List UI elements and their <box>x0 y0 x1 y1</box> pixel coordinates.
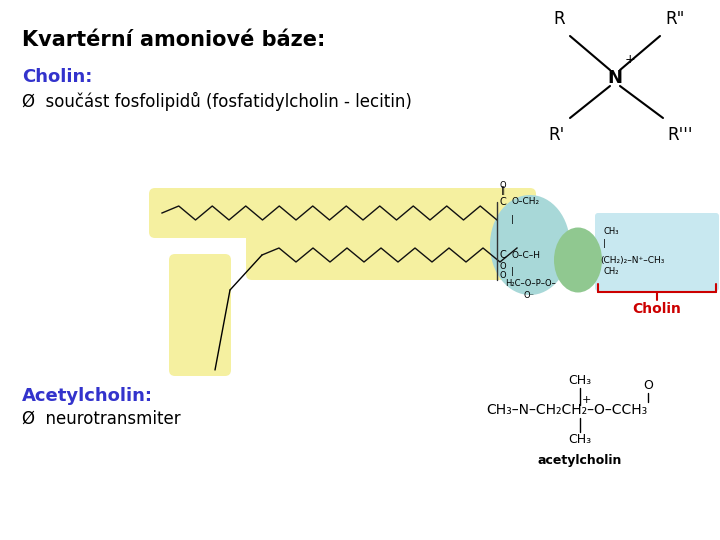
Text: ‖: ‖ <box>501 186 505 195</box>
Text: Cholin: Cholin <box>633 302 681 316</box>
Text: O: O <box>500 262 506 271</box>
Text: O⁻: O⁻ <box>523 291 534 300</box>
Text: |: | <box>603 240 606 248</box>
Ellipse shape <box>490 195 570 295</box>
Text: O: O <box>500 181 506 190</box>
Text: +: + <box>625 53 636 66</box>
Text: C: C <box>499 250 505 260</box>
Text: R": R" <box>665 10 685 28</box>
Text: Ø  neurotransmiter: Ø neurotransmiter <box>22 410 181 428</box>
Text: CH₃–N–CH₂CH₂–O–CCH₃: CH₃–N–CH₂CH₂–O–CCH₃ <box>486 403 647 417</box>
Text: O: O <box>499 271 505 280</box>
Text: Ø  součást fosfolipidů (fosfatidylcholin - lecitin): Ø součást fosfolipidů (fosfatidylcholin … <box>22 92 412 111</box>
Text: C: C <box>499 197 505 207</box>
Text: R''': R''' <box>667 126 693 144</box>
Ellipse shape <box>554 227 602 293</box>
Text: |: | <box>511 267 514 276</box>
Text: Cholin:: Cholin: <box>22 68 92 86</box>
Text: CH₃: CH₃ <box>603 227 618 237</box>
Text: R: R <box>554 10 565 28</box>
Text: CH₃: CH₃ <box>568 433 592 446</box>
FancyBboxPatch shape <box>149 188 536 238</box>
Text: acetylcholin: acetylcholin <box>538 454 622 467</box>
Text: N: N <box>608 69 623 87</box>
Text: O: O <box>643 379 653 392</box>
Text: CH₂: CH₂ <box>603 267 618 276</box>
Text: Acetylcholin:: Acetylcholin: <box>22 387 153 405</box>
Text: Kvartérní amoniové báze:: Kvartérní amoniové báze: <box>22 30 325 50</box>
Text: O–C–H: O–C–H <box>511 251 540 260</box>
FancyBboxPatch shape <box>246 230 578 280</box>
Text: R': R' <box>549 126 565 144</box>
Text: O–CH₂: O–CH₂ <box>511 198 539 206</box>
Text: +: + <box>582 395 591 405</box>
Text: |: | <box>511 214 514 224</box>
Text: H₂C–O–P–O–: H₂C–O–P–O– <box>505 279 556 287</box>
FancyBboxPatch shape <box>169 254 231 376</box>
Text: CH₃: CH₃ <box>568 374 592 387</box>
Text: (CH₂)₂–N⁺–CH₃: (CH₂)₂–N⁺–CH₃ <box>600 255 665 265</box>
FancyBboxPatch shape <box>595 213 719 291</box>
